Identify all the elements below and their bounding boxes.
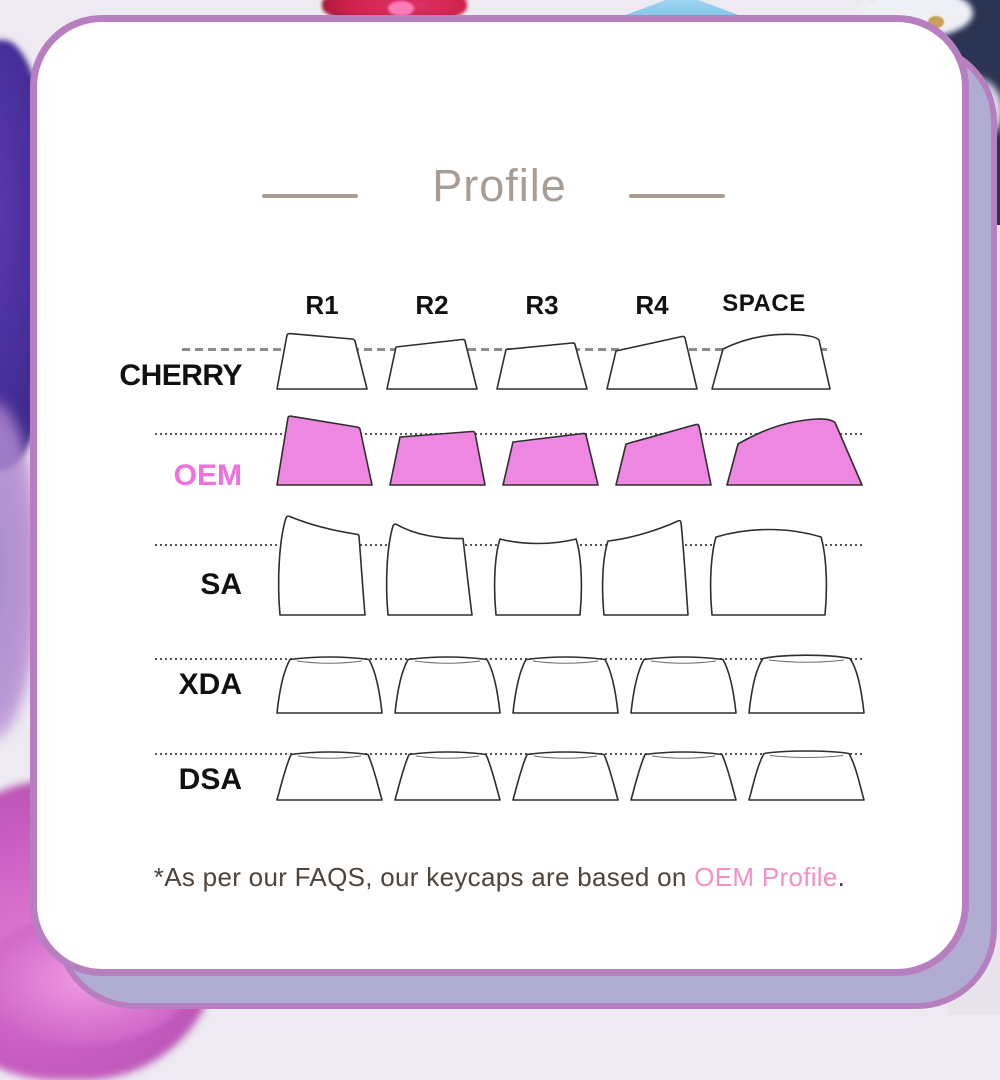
- row-label-cherry: CHERRY: [119, 359, 242, 392]
- column-header-r4: R4: [635, 290, 669, 320]
- cherry-keycap-shapes: [276, 332, 831, 390]
- profile-card: Profile R1 R2 R3 R4 SPACE CHERRY OEM: [30, 15, 969, 976]
- cherry-baseline: [182, 348, 827, 351]
- dsa-keycap-shapes: [276, 750, 865, 801]
- page-title: Profile: [432, 160, 567, 211]
- dsa-baseline: [155, 753, 863, 755]
- footnote-oem-profile-highlight: OEM Profile: [694, 862, 838, 892]
- xda-baseline: [155, 658, 863, 660]
- row-label-dsa: DSA: [178, 763, 242, 796]
- xda-keycap-shapes: [276, 654, 865, 714]
- footnote-period: .: [837, 862, 846, 892]
- row-label-xda: XDA: [178, 668, 242, 701]
- row-label-sa: SA: [200, 568, 242, 601]
- oem-keycap-shapes: [276, 415, 863, 486]
- row-label-oem: OEM: [173, 459, 242, 492]
- oem-baseline: [155, 433, 863, 435]
- column-header-space: SPACE: [722, 290, 806, 317]
- column-header-r2: R2: [415, 290, 449, 320]
- column-header-r1: R1: [305, 290, 339, 320]
- title-dash-right: [629, 194, 725, 198]
- sa-keycap-shapes: [277, 515, 828, 616]
- footnote-text: *As per our FAQS, our keycaps are based …: [153, 862, 695, 892]
- background-pink-speck: [388, 1, 414, 16]
- footnote: *As per our FAQS, our keycaps are based …: [37, 862, 962, 893]
- title-dash-left: [262, 194, 358, 198]
- column-header-r3: R3: [525, 290, 559, 320]
